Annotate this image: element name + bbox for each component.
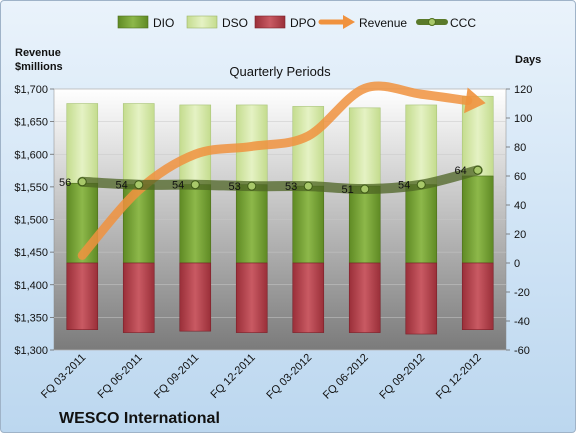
left-tick-label: $1,650 bbox=[14, 117, 48, 129]
ccc-data-label: 51 bbox=[342, 184, 354, 196]
right-axis-ticks: -60 -40 -20 0 20 40 60 80 100 120 bbox=[506, 84, 532, 357]
bar-dso bbox=[405, 104, 438, 185]
ccc-line: 56 54 54 53 53 51 54 64 bbox=[59, 165, 483, 196]
ccc-data-label: 54 bbox=[398, 180, 410, 192]
ccc-data-label: 53 bbox=[229, 181, 241, 193]
legend-label-dso: DSO bbox=[222, 16, 248, 30]
bar-dso bbox=[348, 107, 381, 187]
left-tick-label: $1,550 bbox=[14, 182, 48, 194]
ccc-data-label: 53 bbox=[285, 181, 297, 193]
left-axis-ticks: $1,300 $1,350 $1,400 $1,450 $1,500 $1,550 $1,6… bbox=[14, 84, 54, 357]
legend-label-revenue: Revenue bbox=[359, 16, 407, 30]
ccc-line-path bbox=[77, 165, 483, 195]
bars bbox=[66, 95, 494, 335]
bar-dpo bbox=[122, 262, 155, 333]
legend-label-dio: DIO bbox=[153, 16, 174, 30]
legend-swatch-revenue bbox=[318, 15, 355, 29]
legend-swatch-ccc bbox=[416, 18, 448, 26]
ccc-data-label: 54 bbox=[116, 180, 128, 192]
revenue-arrowhead bbox=[464, 87, 486, 114]
bar-dpo bbox=[235, 262, 268, 333]
left-tick-label: $1,700 bbox=[14, 84, 48, 96]
bar-dpo bbox=[405, 262, 438, 335]
bar-dio bbox=[235, 184, 268, 264]
left-tick-label: $1,600 bbox=[14, 149, 48, 161]
right-tick-label: 100 bbox=[514, 113, 532, 125]
revenue-line-path bbox=[77, 81, 473, 260]
left-tick-label: $1,400 bbox=[14, 280, 48, 292]
right-tick-label: 80 bbox=[514, 142, 526, 154]
ccc-point bbox=[360, 184, 370, 194]
revenue-line bbox=[77, 81, 486, 260]
legend: DIO DSO DPO Revenue CCC bbox=[117, 15, 476, 30]
ccc-point bbox=[303, 181, 313, 191]
ccc-point bbox=[190, 180, 200, 190]
ccc-point bbox=[77, 177, 87, 187]
bar-dio bbox=[179, 184, 212, 264]
category-label: FQ 12-2012 bbox=[434, 352, 484, 402]
bar-dpo bbox=[66, 262, 99, 330]
ccc-point bbox=[134, 180, 144, 190]
right-tick-label: -60 bbox=[514, 345, 530, 357]
ccc-data-label: 64 bbox=[455, 165, 467, 177]
ccc-data-label: 54 bbox=[172, 180, 184, 192]
category-label: FQ 06-2011 bbox=[95, 352, 144, 401]
bar-dio bbox=[405, 184, 438, 264]
ccc-point bbox=[247, 181, 257, 191]
left-tick-label: $1,450 bbox=[14, 247, 48, 259]
chart-subtitle: Quarterly Periods bbox=[229, 64, 331, 79]
bar-dio bbox=[348, 185, 381, 264]
bar-dpo bbox=[461, 262, 494, 330]
bar-dso bbox=[66, 103, 99, 184]
right-tick-label: -40 bbox=[514, 316, 530, 328]
bar-dso bbox=[122, 103, 155, 185]
legend-swatch-dio bbox=[117, 15, 149, 29]
right-tick-label: 60 bbox=[514, 171, 526, 183]
category-label: FQ 09-2012 bbox=[377, 352, 427, 402]
ccc-point bbox=[473, 165, 483, 175]
left-tick-label: $1,350 bbox=[14, 312, 48, 324]
right-tick-label: 20 bbox=[514, 229, 526, 241]
bar-dpo bbox=[179, 262, 212, 332]
legend-label-ccc: CCC bbox=[450, 16, 476, 30]
category-label: FQ 03-2012 bbox=[264, 352, 314, 402]
category-label: FQ 09-2011 bbox=[152, 352, 201, 401]
ccc-point bbox=[416, 180, 426, 190]
right-axis-title: Days bbox=[515, 54, 541, 66]
left-axis-title-line2: $millions bbox=[15, 61, 63, 73]
bar-dio bbox=[461, 175, 494, 264]
right-tick-label: -20 bbox=[514, 287, 530, 299]
bar-dso bbox=[179, 104, 212, 185]
ccc-data-label: 56 bbox=[59, 177, 71, 189]
category-labels: FQ 03-2011 FQ 06-2011 FQ 09-2011 FQ 12-2011… bbox=[39, 352, 484, 402]
bar-dpo bbox=[348, 262, 381, 333]
right-tick-label: 40 bbox=[514, 200, 526, 212]
bar-dpo bbox=[292, 262, 325, 333]
category-label: FQ 03-2011 bbox=[39, 352, 88, 401]
left-axis-title-line1: Revenue bbox=[15, 47, 61, 59]
legend-label-dpo: DPO bbox=[290, 16, 316, 30]
category-label: FQ 12-2011 bbox=[208, 352, 257, 401]
right-tick-label: 120 bbox=[514, 84, 532, 96]
right-tick-label: 0 bbox=[514, 258, 520, 270]
bar-dso bbox=[292, 106, 325, 187]
legend-swatch-dpo bbox=[254, 15, 286, 29]
left-tick-label: $1,300 bbox=[14, 345, 48, 357]
category-label: FQ 06-2012 bbox=[321, 352, 371, 402]
left-tick-label: $1,500 bbox=[14, 215, 48, 227]
bar-dio bbox=[292, 185, 325, 264]
legend-swatch-dso bbox=[186, 15, 218, 29]
company-name: WESCO International bbox=[59, 410, 220, 427]
